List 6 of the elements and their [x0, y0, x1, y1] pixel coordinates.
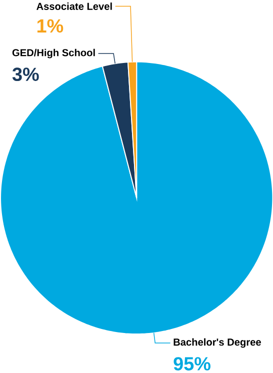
slice-label: GED/High School [12, 48, 95, 58]
data-label: 3% [12, 68, 39, 82]
slice-label: Associate Level [36, 2, 112, 10]
data-label: 1% [37, 19, 64, 33]
slice-label: Bachelor's Degree [174, 338, 261, 348]
data-label: 95% [174, 357, 210, 370]
